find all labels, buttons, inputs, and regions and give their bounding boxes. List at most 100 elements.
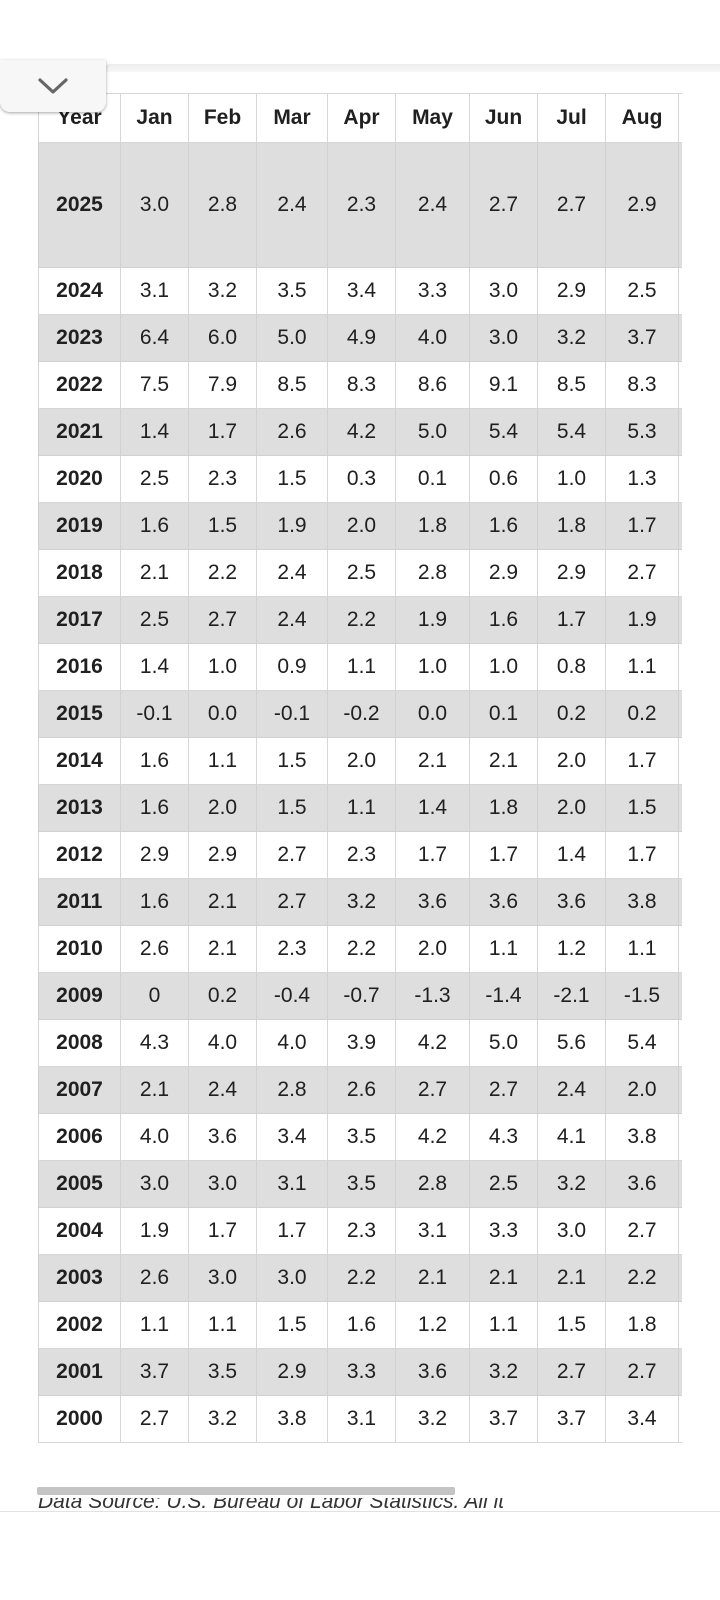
value-cell: 2.6: [120, 925, 189, 973]
value-cell: 1.8: [537, 502, 606, 550]
value-cell: [678, 1395, 682, 1443]
year-cell: 2003: [38, 1254, 121, 1302]
value-cell: 1.5: [605, 784, 679, 832]
value-cell: [678, 784, 682, 832]
year-cell: 2019: [38, 502, 121, 550]
value-cell: -0.7: [327, 972, 396, 1020]
inflation-table-scroll-area[interactable]: Year Jan Feb Mar Apr May Jun Jul Aug 2025 3.0 2.8 2…: [38, 93, 682, 1455]
value-cell: -0.4: [256, 972, 328, 1020]
value-cell: 3.7: [469, 1395, 538, 1443]
value-cell: 2.4: [395, 142, 470, 268]
value-cell: 3.2: [188, 1395, 257, 1443]
value-cell: 2.4: [256, 142, 328, 268]
value-cell: 2.5: [469, 1160, 538, 1208]
value-cell: 4.0: [256, 1019, 328, 1067]
value-cell: 2.6: [256, 408, 328, 456]
value-cell: 1.1: [327, 643, 396, 691]
value-cell: 3.0: [120, 1160, 189, 1208]
value-cell: 3.1: [120, 267, 189, 315]
value-cell: 3.2: [188, 267, 257, 315]
table-row: 2005 3.0 3.0 3.1 3.5 2.8 2.5 3.2 3.6: [38, 1160, 682, 1208]
value-cell: 2.1: [120, 1066, 189, 1114]
value-cell: 3.5: [188, 1348, 257, 1396]
value-cell: 4.1: [537, 1113, 606, 1161]
collapse-button[interactable]: [0, 60, 106, 112]
value-cell: 1.4: [120, 643, 189, 691]
value-cell: 6.0: [188, 314, 257, 362]
value-cell: 2.0: [605, 1066, 679, 1114]
year-cell: 2002: [38, 1301, 121, 1349]
value-cell: [678, 361, 682, 409]
table-row: 2010 2.6 2.1 2.3 2.2 2.0 1.1 1.2 1.1: [38, 925, 682, 973]
table-row: 2019 1.6 1.5 1.9 2.0 1.8 1.6 1.8 1.7: [38, 502, 682, 550]
value-cell: [678, 1113, 682, 1161]
year-cell: 2018: [38, 549, 121, 597]
value-cell: 4.3: [120, 1019, 189, 1067]
value-cell: [678, 1160, 682, 1208]
value-cell: 1.1: [120, 1301, 189, 1349]
value-cell: 1.6: [120, 784, 189, 832]
value-cell: 0.2: [188, 972, 257, 1020]
value-cell: 2.7: [469, 142, 538, 268]
value-cell: 1.7: [256, 1207, 328, 1255]
column-header: Jun: [469, 93, 538, 143]
value-cell: 2.7: [120, 1395, 189, 1443]
value-cell: 7.5: [120, 361, 189, 409]
value-cell: 2.0: [537, 784, 606, 832]
value-cell: 3.0: [469, 267, 538, 315]
value-cell: 1.6: [120, 878, 189, 926]
value-cell: 2.7: [605, 1207, 679, 1255]
year-cell: 2009: [38, 972, 121, 1020]
value-cell: 4.3: [469, 1113, 538, 1161]
value-cell: 1.4: [395, 784, 470, 832]
year-cell: 2011: [38, 878, 121, 926]
value-cell: 2.5: [327, 549, 396, 597]
value-cell: [678, 314, 682, 362]
value-cell: 2.7: [469, 1066, 538, 1114]
value-cell: 2.9: [537, 267, 606, 315]
table-row: 2022 7.5 7.9 8.5 8.3 8.6 9.1 8.5 8.3: [38, 361, 682, 409]
value-cell: 3.1: [327, 1395, 396, 1443]
value-cell: 2.5: [120, 596, 189, 644]
value-cell: -0.2: [327, 690, 396, 738]
value-cell: 3.9: [327, 1019, 396, 1067]
value-cell: 3.4: [605, 1395, 679, 1443]
table-row: 2015 -0.1 0.0 -0.1 -0.2 0.0 0.1 0.2 0.2: [38, 690, 682, 738]
value-cell: 2.0: [188, 784, 257, 832]
table-row: 2014 1.6 1.1 1.5 2.0 2.1 2.1 2.0 1.7: [38, 737, 682, 785]
table-row: 2003 2.6 3.0 3.0 2.2 2.1 2.1 2.1 2.2: [38, 1254, 682, 1302]
value-cell: [678, 1301, 682, 1349]
value-cell: 1.1: [188, 1301, 257, 1349]
table-row: 2024 3.1 3.2 3.5 3.4 3.3 3.0 2.9 2.5: [38, 267, 682, 315]
value-cell: 2.9: [256, 1348, 328, 1396]
value-cell: -0.1: [120, 690, 189, 738]
table-row: 2006 4.0 3.6 3.4 3.5 4.2 4.3 4.1 3.8: [38, 1113, 682, 1161]
value-cell: 2.8: [395, 549, 470, 597]
value-cell: [678, 1348, 682, 1396]
value-cell: 4.2: [327, 408, 396, 456]
value-cell: [678, 1019, 682, 1067]
table-row: 2009 0 0.2 -0.4 -0.7 -1.3 -1.4 -2.1 -1.5: [38, 972, 682, 1020]
value-cell: 2.1: [188, 925, 257, 973]
value-cell: 2.0: [537, 737, 606, 785]
value-cell: 1.1: [469, 1301, 538, 1349]
value-cell: 4.0: [395, 314, 470, 362]
value-cell: 1.0: [188, 643, 257, 691]
value-cell: 1.1: [327, 784, 396, 832]
value-cell: 5.6: [537, 1019, 606, 1067]
value-cell: 2.1: [469, 737, 538, 785]
value-cell: 1.6: [327, 1301, 396, 1349]
header-bar-edge: [104, 64, 720, 72]
value-cell: [678, 972, 682, 1020]
value-cell: -1.4: [469, 972, 538, 1020]
table-row: 2018 2.1 2.2 2.4 2.5 2.8 2.9 2.9 2.7: [38, 549, 682, 597]
value-cell: 1.9: [120, 1207, 189, 1255]
horizontal-scrollbar[interactable]: [37, 1487, 455, 1495]
value-cell: 3.5: [327, 1113, 396, 1161]
value-cell: 5.0: [395, 408, 470, 456]
value-cell: 3.3: [395, 267, 470, 315]
value-cell: 3.7: [537, 1395, 606, 1443]
value-cell: -2.1: [537, 972, 606, 1020]
value-cell: 2.6: [120, 1254, 189, 1302]
year-cell: 2025: [38, 142, 121, 268]
